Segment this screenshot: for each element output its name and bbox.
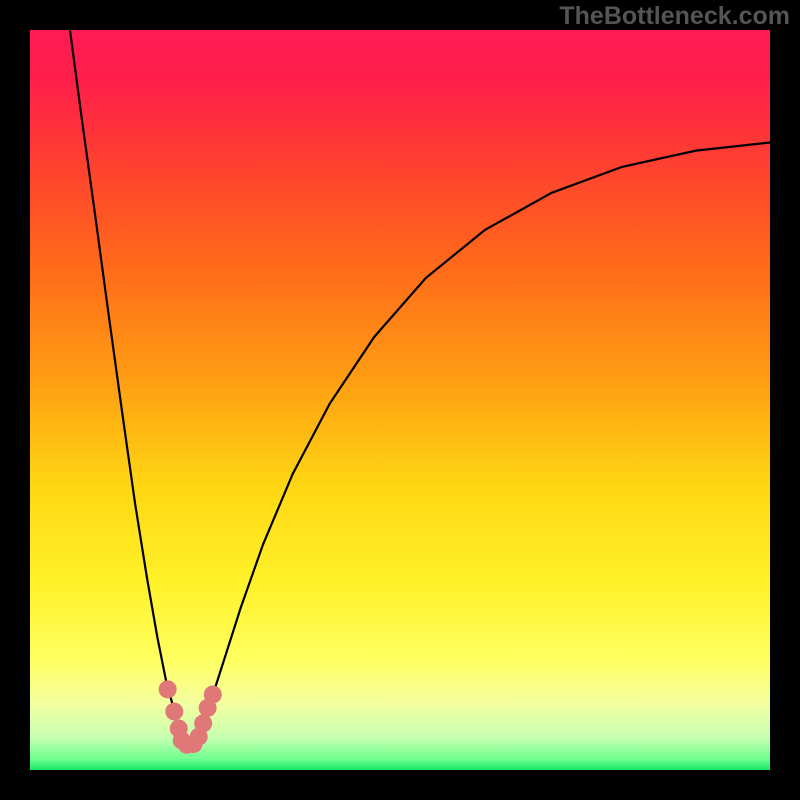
bottleneck-chart — [0, 0, 800, 800]
plot-background — [30, 30, 770, 770]
dip-marker — [159, 680, 177, 698]
chart-frame: TheBottleneck.com — [0, 0, 800, 800]
dip-marker — [204, 686, 222, 704]
dip-marker — [165, 703, 183, 721]
watermark-text: TheBottleneck.com — [559, 2, 790, 31]
dip-marker — [194, 714, 212, 732]
